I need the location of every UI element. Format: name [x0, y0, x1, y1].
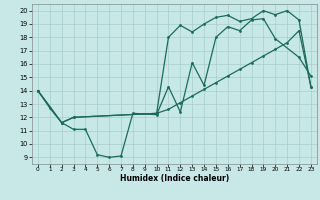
- X-axis label: Humidex (Indice chaleur): Humidex (Indice chaleur): [120, 174, 229, 183]
